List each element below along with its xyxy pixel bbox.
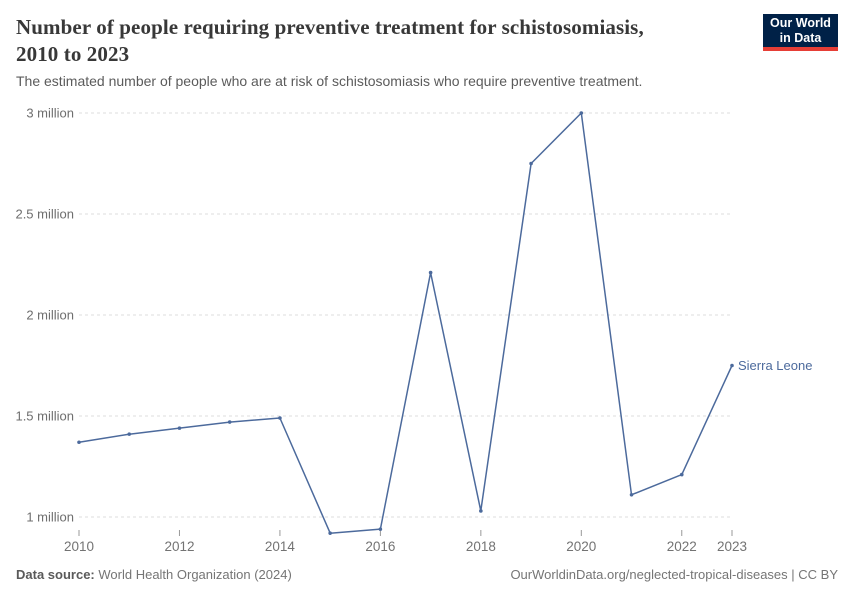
footer-url-license[interactable]: OurWorldinData.org/neglected-tropical-di…: [510, 567, 838, 582]
data-line-sierra-leone[interactable]: [78, 112, 733, 534]
data-point-2019[interactable]: [529, 161, 533, 166]
data-source: Data source: World Health Organization (…: [16, 567, 292, 582]
data-point-2014[interactable]: [278, 416, 282, 420]
y-axis-label: 1.5 million: [15, 409, 74, 424]
data-point-2017[interactable]: [428, 270, 433, 275]
data-point-2012[interactable]: [177, 426, 182, 430]
data-point-2020[interactable]: [579, 111, 584, 115]
data-point-2021[interactable]: [629, 492, 634, 497]
data-point-2013[interactable]: [227, 420, 232, 424]
chart-title-line2: 2010 to 2023: [16, 42, 130, 66]
data-source-value: World Health Organization (2024): [98, 567, 292, 582]
data-point-2011[interactable]: [127, 432, 132, 436]
chart-title: Number of people requiring preventive tr…: [16, 14, 761, 68]
data-point-2010[interactable]: [77, 440, 81, 445]
data-source-label: Data source:: [16, 567, 95, 582]
x-axis-label: 2012: [164, 539, 194, 554]
x-axis-label: 2014: [265, 539, 296, 554]
x-axis-label: 2016: [365, 539, 395, 554]
owid-logo-line2: in Data: [779, 30, 822, 45]
x-axis-label: 2010: [64, 539, 94, 554]
data-point-2015[interactable]: [328, 531, 332, 535]
x-axis-label: 2020: [566, 539, 596, 554]
owid-logo: Our World in Data: [763, 14, 838, 51]
owid-logo-line1: Our World: [770, 15, 831, 30]
x-axis-label: 2018: [466, 539, 496, 554]
y-axis-label: 3 million: [26, 106, 74, 121]
x-axis-label: 2022: [667, 539, 697, 554]
chart-footer: Data source: World Health Organization (…: [16, 567, 838, 582]
y-axis-label: 2.5 million: [15, 207, 74, 222]
y-axis-label: 2 million: [26, 308, 74, 323]
series-label-sierra-leone[interactable]: Sierra Leone: [738, 358, 812, 373]
data-point-2023[interactable]: [730, 363, 734, 368]
chart-subtitle: The estimated number of people who are a…: [16, 73, 643, 89]
data-point-2016[interactable]: [378, 527, 383, 531]
data-point-2022[interactable]: [679, 472, 684, 477]
y-axis-label: 1 million: [26, 510, 74, 525]
x-axis-label: 2023: [717, 539, 747, 554]
data-point-2018[interactable]: [479, 509, 483, 513]
chart-title-line1: Number of people requiring preventive tr…: [16, 15, 644, 39]
